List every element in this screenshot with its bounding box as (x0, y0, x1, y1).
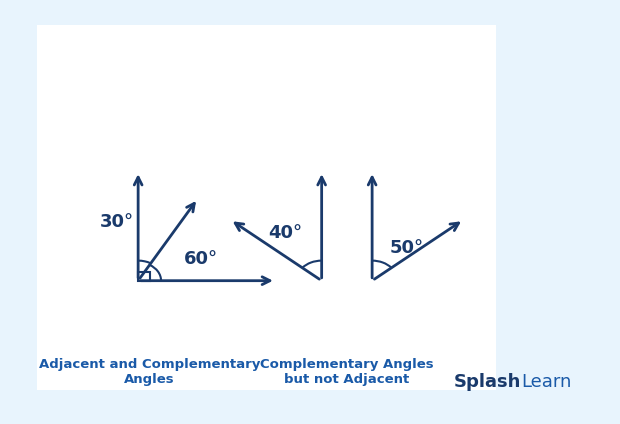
Text: 60°: 60° (184, 250, 218, 268)
Text: Adjacent and Complementary
Angles: Adjacent and Complementary Angles (39, 358, 260, 386)
Text: 40°: 40° (268, 224, 302, 242)
FancyBboxPatch shape (33, 22, 500, 394)
Text: Learn: Learn (521, 373, 571, 391)
Text: Splash: Splash (453, 373, 521, 391)
Text: 30°: 30° (99, 213, 133, 232)
Text: 50°: 50° (389, 239, 423, 257)
Text: Complementary Angles
but not Adjacent: Complementary Angles but not Adjacent (260, 358, 434, 386)
